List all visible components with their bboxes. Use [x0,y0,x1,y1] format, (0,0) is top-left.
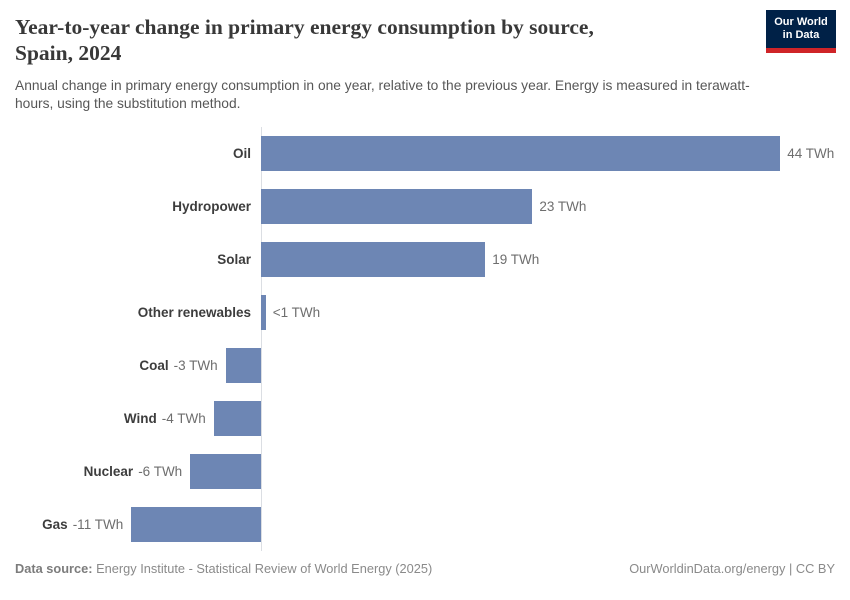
row-label-oil: Oil [233,127,251,180]
data-source-value: Energy Institute - Statistical Review of… [96,561,433,576]
value-label-solar: 19 TWh [492,252,540,267]
bar-gas[interactable] [131,507,261,542]
row-label-hydropower: Hydropower [172,180,251,233]
category-label-nuclear: Nuclear [83,464,134,479]
chart-subtitle: Annual change in primary energy consumpt… [15,78,750,111]
value-label-oil: 44 TWh [787,146,835,161]
data-source: Data source: Energy Institute - Statisti… [15,561,432,577]
value-label-coal: -3 TWh [173,358,218,373]
owid-logo[interactable]: Our World in Data [766,10,836,53]
category-label-hydropower: Hydropower [172,199,251,214]
value-label-nuclear: -6 TWh [138,464,183,479]
row-label-solar: Solar [217,233,251,286]
title-line-1: Year-to-year change in primary energy co… [15,15,594,39]
bar-nuclear[interactable] [190,454,261,489]
page-title: Year-to-year change in primary energy co… [15,14,750,66]
value-label-hydropower: 23 TWh [539,199,587,214]
value-label-wrap-solar: 19 TWh [492,233,539,286]
value-label-gas: -11 TWh [72,517,124,532]
owid-logo-line-2: in Data [782,29,820,41]
row-label-nuclear: Nuclear -6 TWh [84,445,183,498]
bar-other-renewables[interactable] [261,295,266,330]
row-label-wind: Wind -4 TWh [124,392,206,445]
zero-axis-line [261,127,262,551]
value-label-wrap-hydropower: 23 TWh [539,180,586,233]
attribution-link[interactable]: OurWorldinData.org/energy | CC BY [629,561,835,576]
value-label-wind: -4 TWh [161,411,206,426]
bar-chart: Oil 44 TWh Hydropower 23 TWh Solar 19 TWh Othe… [0,127,850,552]
bar-hydropower[interactable] [261,189,533,224]
bar-coal[interactable] [225,348,261,383]
bar-oil[interactable] [261,136,781,171]
row-label-coal: Coal -3 TWh [139,339,217,392]
category-label-oil: Oil [232,146,251,161]
owid-logo-line-1: Our World [774,16,828,28]
value-label-wrap-other-renewables: <1 TWh [273,286,320,339]
title-line-2: Spain, 2024 [15,41,122,65]
chart-footer: Data source: Energy Institute - Statisti… [15,561,835,577]
category-label-solar: Solar [217,252,251,267]
value-label-other-renewables: <1 TWh [272,305,321,320]
row-label-other-renewables: Other renewables [138,286,251,339]
row-label-gas: Gas -11 TWh [42,498,123,551]
value-label-wrap-oil: 44 TWh [787,127,834,180]
bar-solar[interactable] [261,242,486,277]
category-label-other-renewables: Other renewables [137,305,251,320]
bar-wind[interactable] [213,401,261,436]
data-source-label: Data source: [15,561,93,576]
chart-header: Year-to-year change in primary energy co… [15,14,750,113]
category-label-wind: Wind [123,411,157,426]
category-label-gas: Gas [42,517,68,532]
category-label-coal: Coal [139,358,169,373]
